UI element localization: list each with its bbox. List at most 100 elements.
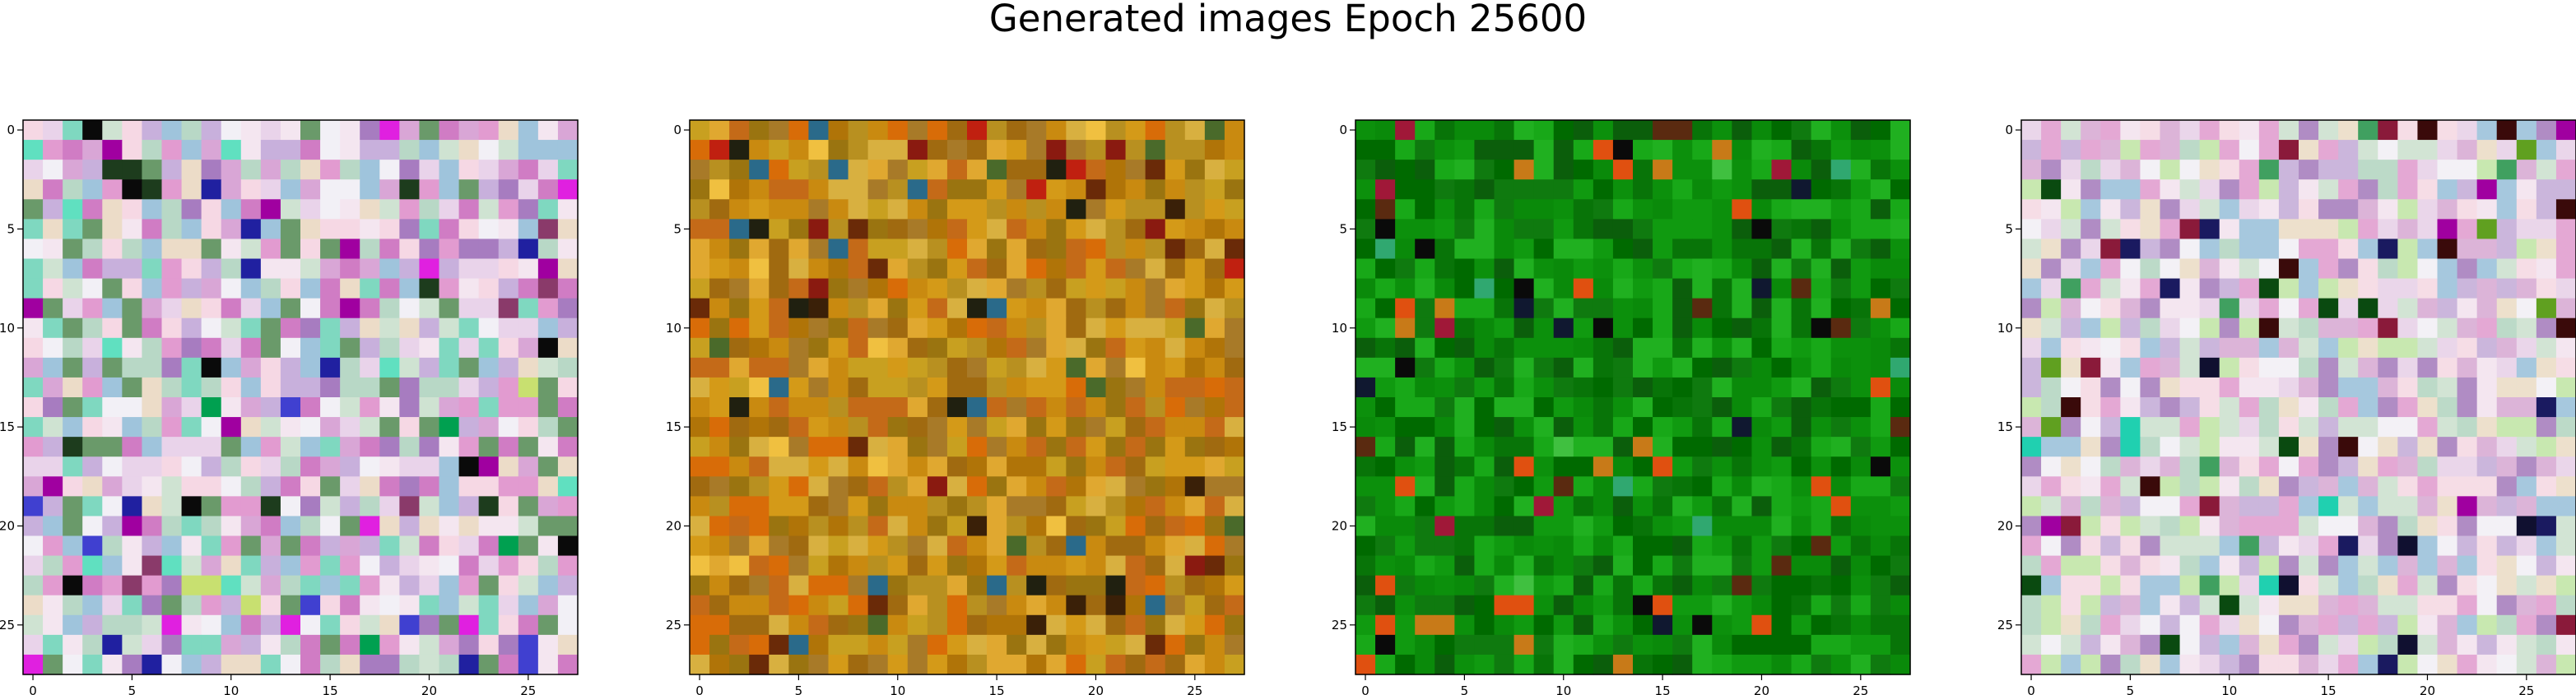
pixel-cell bbox=[2417, 278, 2439, 299]
pixel-cell bbox=[2120, 595, 2141, 616]
pixel-cell bbox=[2140, 476, 2161, 497]
pixel-cell bbox=[2338, 575, 2359, 596]
pixel-cell bbox=[2199, 278, 2220, 299]
pixel-cell bbox=[2199, 377, 2220, 398]
pixel-cell bbox=[2516, 258, 2537, 280]
pixel-cell bbox=[122, 219, 143, 240]
pixel-cell bbox=[102, 160, 123, 180]
pixel-cell bbox=[2378, 535, 2398, 557]
pixel-cell bbox=[2081, 278, 2101, 299]
pixel-cell bbox=[2239, 476, 2260, 497]
pixel-cell bbox=[2476, 634, 2498, 656]
pixel-cell bbox=[2278, 317, 2299, 339]
pixel-cell bbox=[240, 140, 262, 160]
pixel-cell bbox=[2496, 317, 2518, 339]
pixel-cell bbox=[2358, 219, 2378, 240]
pixel-cell bbox=[2140, 160, 2161, 180]
pixel-cell bbox=[181, 298, 202, 319]
pixel-cell bbox=[2258, 634, 2280, 656]
pixel-cell bbox=[2555, 357, 2576, 378]
pixel-cell bbox=[2219, 258, 2240, 280]
pixel-cell bbox=[2041, 357, 2062, 378]
pixel-cell bbox=[280, 140, 301, 160]
pixel-cell bbox=[2021, 516, 2042, 537]
pixel-cell bbox=[2318, 417, 2339, 438]
pixel-cell bbox=[240, 258, 262, 280]
pixel-cell bbox=[2140, 377, 2161, 398]
pixel-cell bbox=[2417, 437, 2439, 457]
pixel-cell bbox=[2140, 575, 2161, 596]
pixel-cell bbox=[280, 120, 301, 141]
pixel-cell bbox=[2536, 397, 2557, 418]
pixel-cell bbox=[2378, 317, 2398, 339]
pixel-cell bbox=[557, 298, 579, 319]
pixel-cell bbox=[2219, 417, 2240, 438]
pixel-cell bbox=[2417, 397, 2439, 418]
pixel-cell bbox=[2476, 278, 2498, 299]
pixel-cell bbox=[2100, 555, 2121, 577]
pixel-cell bbox=[458, 278, 480, 299]
pixel-cell bbox=[2457, 456, 2478, 477]
pixel-cell bbox=[2219, 377, 2240, 398]
pixel-cell bbox=[2100, 377, 2121, 398]
pixel-cell bbox=[320, 199, 341, 220]
pixel-cell bbox=[2516, 199, 2537, 220]
pixel-cell bbox=[181, 417, 202, 438]
pixel-cell bbox=[419, 120, 440, 141]
pixel-cell bbox=[2278, 614, 2299, 636]
pixel-cell bbox=[2555, 535, 2576, 557]
pixel-cell bbox=[2061, 555, 2081, 577]
pixel-cell bbox=[2100, 357, 2121, 378]
pixel-cell bbox=[2140, 179, 2161, 200]
pixel-cell bbox=[2258, 298, 2280, 319]
pixel-cell bbox=[2516, 337, 2537, 359]
pixel-cell bbox=[2160, 298, 2181, 319]
pixel-cell bbox=[142, 179, 163, 200]
pixel-cell bbox=[360, 337, 380, 359]
pixel-cell bbox=[458, 397, 480, 418]
pixel-cell bbox=[2358, 298, 2378, 319]
pixel-cell bbox=[2437, 575, 2458, 596]
pixel-cell bbox=[2536, 337, 2557, 359]
pixel-cell bbox=[360, 199, 380, 220]
pixel-cell bbox=[2358, 575, 2378, 596]
pixel-cell bbox=[23, 377, 44, 398]
pixel-cell bbox=[2358, 120, 2378, 141]
pixel-cell bbox=[2476, 614, 2498, 636]
pixel-cell bbox=[43, 278, 63, 299]
pixel-cell bbox=[2378, 357, 2398, 378]
pixel-cell bbox=[43, 239, 63, 260]
pixel-cell bbox=[2496, 179, 2518, 200]
pixel-cell bbox=[2100, 614, 2121, 636]
pixel-cell bbox=[498, 337, 519, 359]
pixel-cell bbox=[2378, 496, 2398, 517]
pixel-cell bbox=[2278, 456, 2299, 477]
pixel-cell bbox=[2476, 516, 2498, 537]
pixel-cell bbox=[2318, 140, 2339, 160]
pixel-cell bbox=[2536, 535, 2557, 557]
pixel-cell bbox=[458, 357, 480, 378]
pixel-cell bbox=[82, 239, 103, 260]
pixel-cell bbox=[300, 377, 321, 398]
pixel-cell bbox=[2061, 120, 2081, 141]
pixel-cell bbox=[122, 437, 143, 457]
pixel-cell bbox=[2081, 614, 2101, 636]
pixel-cell bbox=[2278, 634, 2299, 656]
pixel-cell bbox=[2555, 456, 2576, 477]
pixel-cell bbox=[2516, 535, 2537, 557]
pixel-cell bbox=[2140, 298, 2161, 319]
pixel-cell bbox=[181, 437, 202, 457]
pixel-cell bbox=[161, 298, 183, 319]
pixel-cell bbox=[379, 437, 400, 457]
pixel-cell bbox=[2457, 595, 2478, 616]
pixel-cell bbox=[43, 437, 63, 457]
pixel-cell bbox=[300, 437, 321, 457]
pixel-cell bbox=[518, 317, 539, 339]
pixel-cell bbox=[557, 317, 579, 339]
pixel-cell bbox=[2318, 357, 2339, 378]
pixel-cell bbox=[2258, 160, 2280, 180]
pixel-cell bbox=[478, 337, 500, 359]
pixel-cell bbox=[2081, 258, 2101, 280]
pixel-cell bbox=[161, 456, 183, 477]
pixel-cell bbox=[537, 417, 559, 438]
